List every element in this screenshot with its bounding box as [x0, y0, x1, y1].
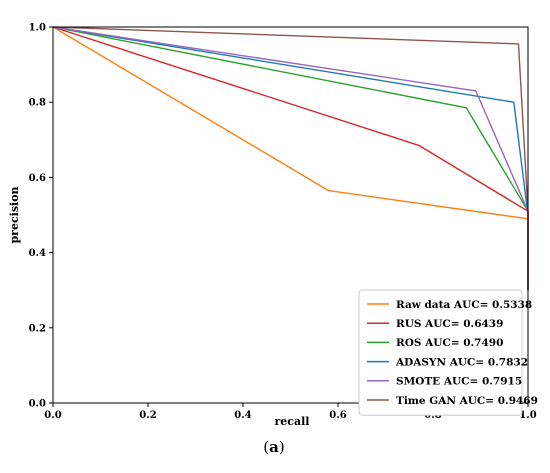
legend-label-1: RUS AUC= 0.6439 — [396, 318, 503, 330]
x-axis-label: recall — [275, 415, 310, 428]
series-line-0 — [52, 26, 529, 291]
legend-label-0: Raw data AUC= 0.5338 — [396, 299, 532, 311]
series-line-1 — [52, 26, 529, 291]
x-tick-label: 0.0 — [44, 410, 61, 421]
series-line-4 — [52, 26, 529, 291]
legend-label-5: Time GAN AUC= 0.9469 — [396, 395, 538, 407]
series-line-5 — [52, 26, 529, 291]
x-tick-label: 0.4 — [234, 410, 251, 421]
series-line-2 — [52, 26, 529, 291]
x-tick-label: 1.0 — [519, 410, 536, 421]
y-axis-label: precision — [8, 186, 21, 243]
caption-open: ( — [263, 438, 269, 456]
axes: 0.00.20.40.60.81.00.00.20.40.60.81.0 — [29, 23, 537, 422]
legend: Raw data AUC= 0.5338 RUS AUC= 0.6439 ROS A… — [358, 289, 538, 416]
legend-label-2: ROS AUC= 0.7490 — [396, 337, 503, 349]
caption-letter: a — [269, 438, 279, 456]
y-tick-label: 0.4 — [29, 248, 46, 259]
y-tick-label: 0.6 — [29, 173, 46, 184]
y-tick-label: 0.0 — [29, 399, 46, 410]
caption-close: ) — [279, 438, 285, 456]
legend-label-3: ADASYN AUC= 0.7832 — [395, 356, 528, 368]
x-tick-label: 0.2 — [139, 410, 156, 421]
legend-label-4: SMOTE AUC= 0.7915 — [396, 376, 522, 388]
x-tick-label: 0.6 — [329, 410, 346, 421]
legend-box — [358, 289, 523, 416]
y-tick-label: 0.2 — [29, 323, 46, 334]
figure-caption: (a) — [263, 438, 284, 456]
plot-area — [52, 26, 529, 291]
plot-frame — [52, 26, 529, 404]
series-line-3 — [52, 26, 529, 291]
y-tick-label: 0.8 — [29, 98, 46, 109]
y-tick-label: 1.0 — [29, 23, 46, 34]
